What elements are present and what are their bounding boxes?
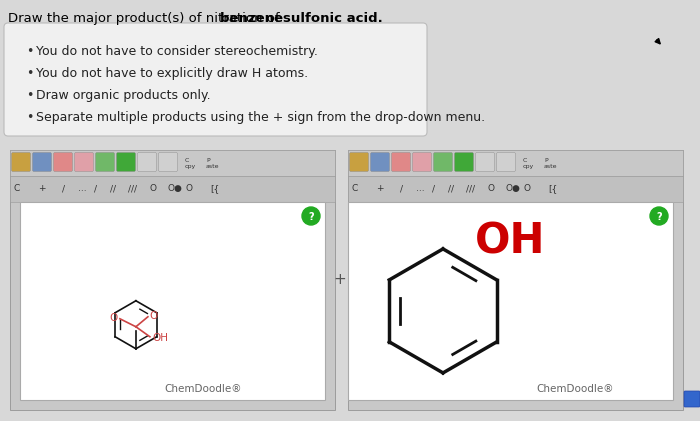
Text: ///: ///	[466, 184, 475, 193]
FancyBboxPatch shape	[74, 152, 94, 171]
FancyBboxPatch shape	[116, 152, 136, 171]
Text: benzenesulfonic acid.: benzenesulfonic acid.	[220, 12, 383, 25]
Text: O: O	[488, 184, 495, 193]
Bar	[10, 150, 335, 176]
Text: /: /	[62, 184, 65, 193]
Bar	[348, 150, 683, 176]
FancyBboxPatch shape	[4, 23, 427, 136]
Text: P
aste: P aste	[544, 158, 557, 169]
FancyBboxPatch shape	[412, 152, 431, 171]
Text: O: O	[150, 184, 157, 193]
FancyBboxPatch shape	[137, 152, 157, 171]
Text: O●: O●	[168, 184, 183, 193]
Text: C
cpy: C cpy	[523, 158, 534, 169]
Text: O: O	[110, 313, 118, 323]
Text: C
cpy: C cpy	[185, 158, 196, 169]
Text: O: O	[186, 184, 193, 193]
Text: ...: ...	[416, 184, 425, 193]
Text: •: •	[26, 111, 34, 124]
Text: O●: O●	[506, 184, 521, 193]
Bar	[348, 176, 683, 202]
Text: P
aste: P aste	[206, 158, 220, 169]
Text: O: O	[524, 184, 531, 193]
Text: •: •	[26, 45, 34, 58]
Text: You do not have to explicitly draw H atoms.: You do not have to explicitly draw H ato…	[36, 67, 308, 80]
Text: /: /	[400, 184, 403, 193]
FancyBboxPatch shape	[370, 152, 389, 171]
Text: •: •	[26, 67, 34, 80]
Text: ///: ///	[128, 184, 137, 193]
FancyBboxPatch shape	[391, 152, 410, 171]
Bar	[348, 150, 683, 410]
Bar	[10, 150, 335, 410]
FancyBboxPatch shape	[684, 391, 700, 407]
Text: +: +	[334, 272, 346, 288]
Circle shape	[302, 207, 320, 225]
Text: ?: ?	[308, 211, 314, 221]
Text: Draw organic products only.: Draw organic products only.	[36, 89, 211, 102]
Text: ...: ...	[78, 184, 87, 193]
Text: [{: [{	[210, 184, 219, 193]
FancyBboxPatch shape	[53, 152, 73, 171]
Text: /: /	[432, 184, 435, 193]
FancyBboxPatch shape	[11, 152, 31, 171]
Circle shape	[650, 207, 668, 225]
FancyBboxPatch shape	[158, 152, 178, 171]
Text: [{: [{	[548, 184, 557, 193]
Bar	[348, 202, 673, 400]
Text: C: C	[352, 184, 358, 193]
FancyBboxPatch shape	[349, 152, 368, 171]
Text: //: //	[448, 184, 454, 193]
Text: Draw the major product(s) of nitration of: Draw the major product(s) of nitration o…	[8, 12, 284, 25]
Text: OH: OH	[475, 220, 546, 262]
Text: C: C	[14, 184, 20, 193]
Text: •: •	[26, 89, 34, 102]
Text: ChemDoodle®: ChemDoodle®	[164, 384, 242, 394]
FancyBboxPatch shape	[95, 152, 115, 171]
Text: +: +	[376, 184, 384, 193]
Text: O: O	[150, 311, 158, 321]
FancyBboxPatch shape	[32, 152, 52, 171]
FancyBboxPatch shape	[433, 152, 452, 171]
Text: //: //	[110, 184, 116, 193]
Text: ChemDoodle®: ChemDoodle®	[537, 384, 615, 394]
Text: Separate multiple products using the + sign from the drop-down menu.: Separate multiple products using the + s…	[36, 111, 485, 124]
Text: +: +	[38, 184, 46, 193]
FancyBboxPatch shape	[475, 152, 494, 171]
Text: OH: OH	[152, 333, 168, 343]
Text: /: /	[94, 184, 97, 193]
FancyBboxPatch shape	[454, 152, 473, 171]
Text: You do not have to consider stereochemistry.: You do not have to consider stereochemis…	[36, 45, 318, 58]
Bar	[20, 202, 325, 400]
FancyBboxPatch shape	[496, 152, 515, 171]
Text: ?: ?	[656, 211, 662, 221]
Bar	[10, 176, 335, 202]
